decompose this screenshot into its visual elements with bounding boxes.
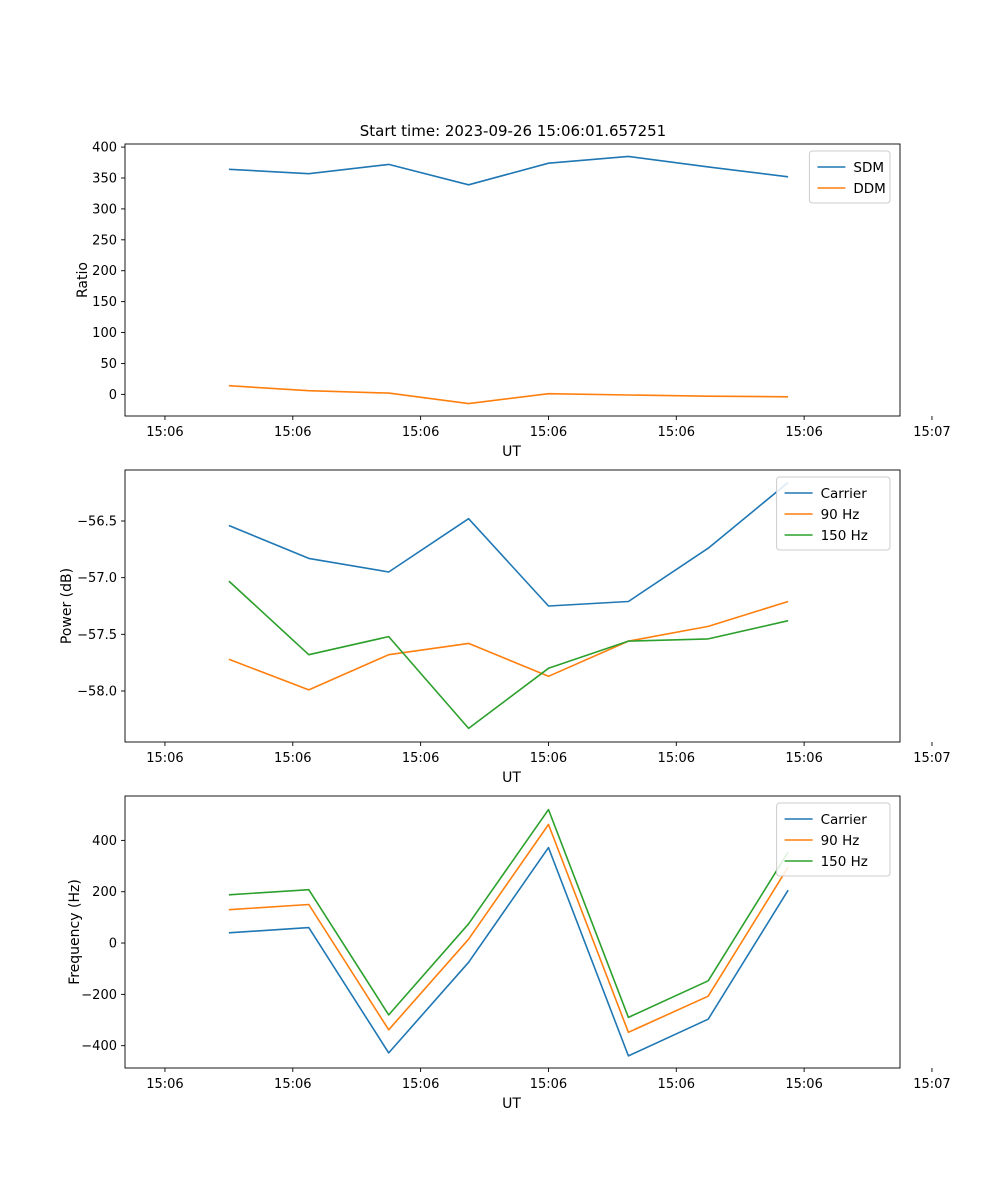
chart-panel-power: 15:06 15:06 15:06 15:06 15:06 15:06 15:07 UT −58… xyxy=(59,469,951,786)
legend: Carrier 90 Hz 150 Hz xyxy=(776,476,891,551)
x-axis-label: UT xyxy=(502,444,521,460)
x-axis-label: UT xyxy=(502,1096,521,1112)
legend-label: 150 Hz xyxy=(821,854,868,870)
x-axis-label: UT xyxy=(502,770,521,786)
x-tick-label: 15:06 xyxy=(274,751,311,766)
x-tick-label: 15:06 xyxy=(402,1077,439,1092)
legend-box xyxy=(808,150,891,204)
x-tick-label: 15:06 xyxy=(146,1077,183,1092)
legend-box xyxy=(776,476,891,551)
x-tick-label: 15:07 xyxy=(913,425,950,440)
legend: Carrier 90 Hz 150 Hz xyxy=(776,802,891,877)
x-tick-label: 15:06 xyxy=(402,425,439,440)
x-tick-label: 15:06 xyxy=(785,1077,822,1092)
legend-label: Carrier xyxy=(821,486,868,502)
chart-panel-ratio: 15:06 15:06 15:06 15:06 15:06 15:06 15:07 UT 0 50… xyxy=(75,141,951,460)
x-tick-label: 15:06 xyxy=(146,751,183,766)
legend-label: SDM xyxy=(853,160,884,176)
legend-label: DDM xyxy=(853,181,885,197)
x-tick-label: 15:06 xyxy=(658,751,695,766)
y-axis-label: Frequency (Hz) xyxy=(67,879,83,985)
series-line-carrier xyxy=(228,481,789,607)
y-tick-label: 250 xyxy=(92,233,117,248)
y-tick-label: 0 xyxy=(109,937,117,952)
x-tick-label: 15:06 xyxy=(530,1077,567,1092)
figure-title: Start time: 2023-09-26 15:06:01.657251 xyxy=(360,122,666,140)
x-tick-label: 15:06 xyxy=(658,425,695,440)
y-tick-label: −57.5 xyxy=(77,628,117,643)
series-line-150-hz xyxy=(228,580,789,730)
axes-frame xyxy=(124,469,901,743)
y-tick-label: −400 xyxy=(81,1039,117,1054)
x-tick-label: 15:06 xyxy=(658,1077,695,1092)
series-line-150-hz xyxy=(228,808,789,1019)
series-line-carrier xyxy=(228,846,789,1057)
y-tick-label: 350 xyxy=(92,172,117,187)
x-tick-label: 15:06 xyxy=(402,751,439,766)
y-tick-label: −58.0 xyxy=(77,685,117,700)
x-tick-label: 15:06 xyxy=(530,425,567,440)
y-tick-label: 200 xyxy=(92,885,117,900)
y-tick-label: 0 xyxy=(109,388,117,403)
series-line-90-hz xyxy=(228,823,789,1034)
y-tick-label: 400 xyxy=(92,141,117,156)
legend-label: 90 Hz xyxy=(821,507,860,523)
series-line-ddm xyxy=(228,384,789,405)
y-tick-label: 300 xyxy=(92,202,117,217)
y-axis-label: Power (dB) xyxy=(59,568,75,644)
axes-frame xyxy=(124,795,901,1069)
legend-label: 150 Hz xyxy=(821,528,868,544)
y-axis-label: Ratio xyxy=(75,262,91,298)
y-tick-label: 100 xyxy=(92,326,117,341)
y-tick-label: −56.5 xyxy=(77,515,117,530)
legend-label: 90 Hz xyxy=(821,833,860,849)
series-line-90-hz xyxy=(228,600,789,691)
x-tick-label: 15:06 xyxy=(785,425,822,440)
x-tick-label: 15:07 xyxy=(913,1077,950,1092)
x-tick-label: 15:06 xyxy=(530,751,567,766)
x-tick-label: 15:07 xyxy=(913,751,950,766)
y-tick-label: 200 xyxy=(92,264,117,279)
y-tick-label: 50 xyxy=(100,357,117,372)
axes-frame xyxy=(124,143,901,417)
x-tick-label: 15:06 xyxy=(146,425,183,440)
x-tick-label: 15:06 xyxy=(274,425,311,440)
x-tick-label: 15:06 xyxy=(785,751,822,766)
legend: SDM DDM xyxy=(808,150,891,204)
series-line-sdm xyxy=(228,155,789,186)
y-tick-label: −200 xyxy=(81,988,117,1003)
y-tick-label: 150 xyxy=(92,295,117,310)
legend-label: Carrier xyxy=(821,812,868,828)
y-tick-label: 400 xyxy=(92,834,117,849)
chart-panel-frequency: 15:06 15:06 15:06 15:06 15:06 15:06 15:07 UT −40… xyxy=(67,795,951,1112)
legend-box xyxy=(776,802,891,877)
x-tick-label: 15:06 xyxy=(274,1077,311,1092)
y-tick-label: −57.0 xyxy=(77,571,117,586)
